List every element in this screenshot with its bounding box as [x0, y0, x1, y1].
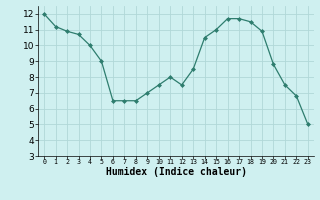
X-axis label: Humidex (Indice chaleur): Humidex (Indice chaleur) — [106, 167, 246, 177]
